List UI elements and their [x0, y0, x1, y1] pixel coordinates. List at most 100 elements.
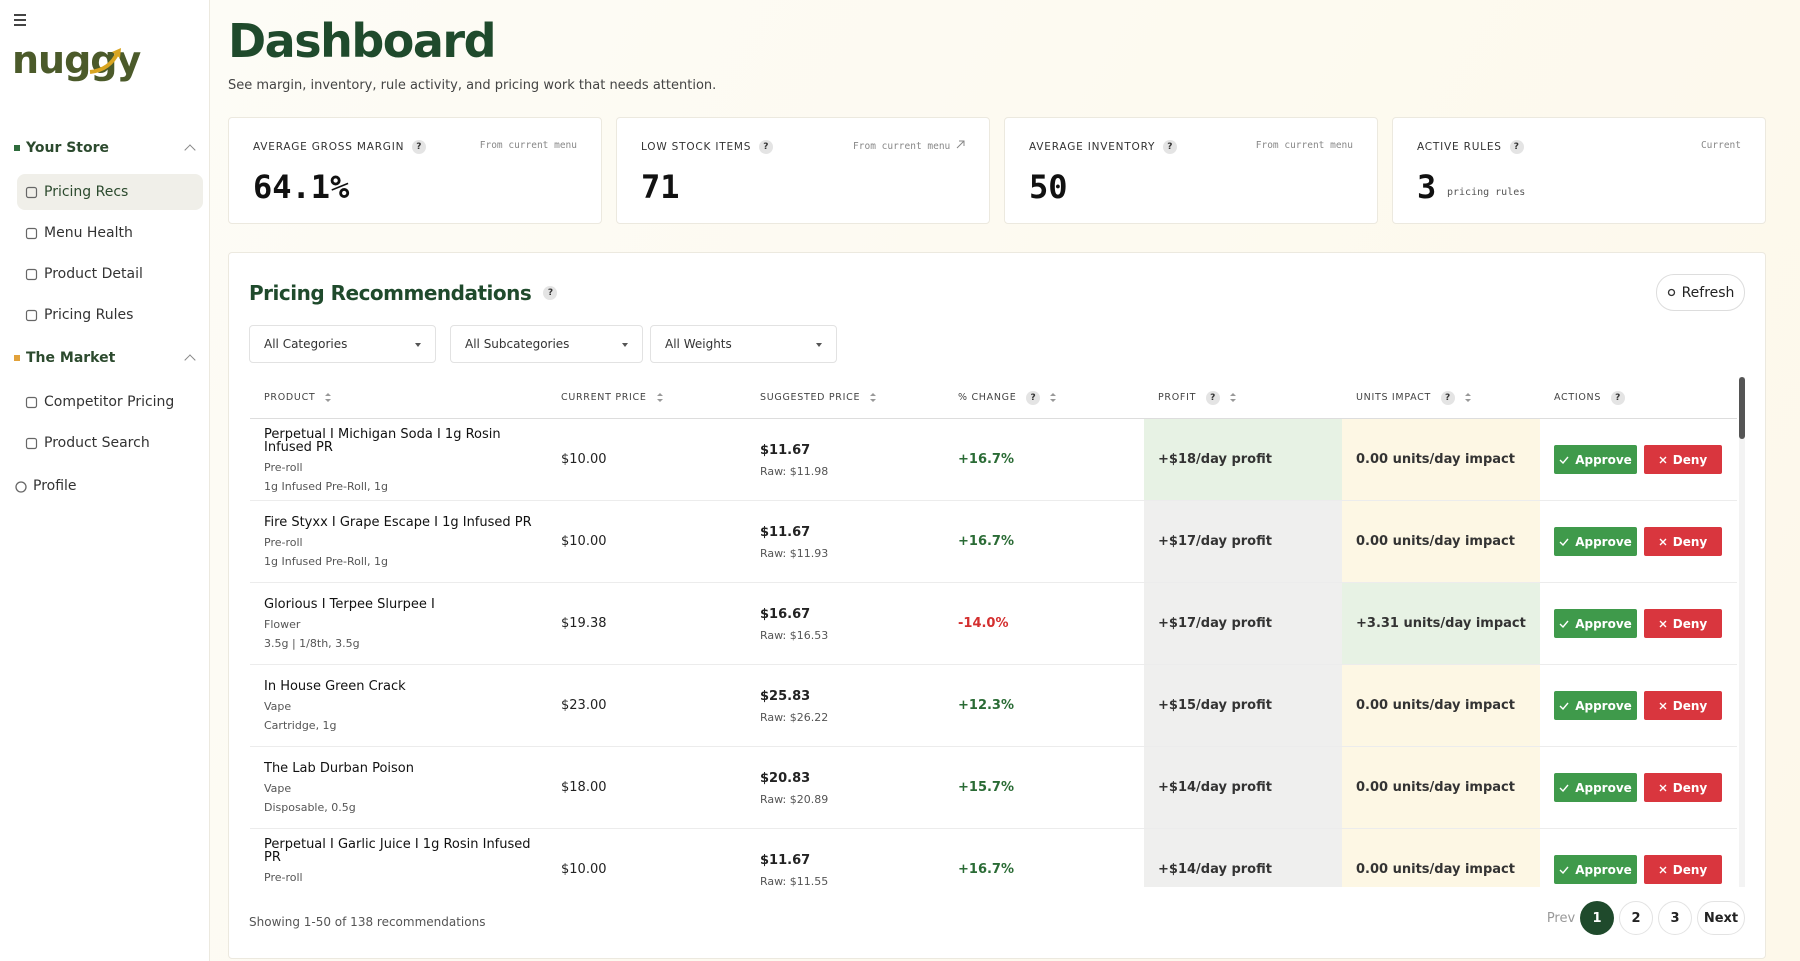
- column-header[interactable]: PRODUCT: [250, 377, 547, 418]
- product-detail: 1g Infused Pre-Roll, 1g: [264, 555, 388, 568]
- suggested-price-cell: $25.83 Raw: $26.22: [746, 665, 944, 746]
- check-icon: [1559, 702, 1569, 710]
- table-header: PRODUCT CURRENT PRICE SUGGESTED PRICE % CHA…: [250, 377, 1737, 419]
- approve-button[interactable]: Approve: [1554, 773, 1637, 802]
- product-cell: Perpetual I Michigan Soda I 1g Rosin Inf…: [250, 419, 547, 500]
- deny-button[interactable]: Deny: [1644, 527, 1722, 556]
- column-header[interactable]: % CHANGE?: [944, 377, 1144, 418]
- nav-item[interactable]: Product Detail: [17, 256, 203, 292]
- section-title: Your Store: [26, 140, 110, 156]
- check-icon: [1559, 866, 1569, 874]
- table-row: Fire Styxx I Grape Escape I 1g Infused P…: [250, 501, 1737, 583]
- nav-item[interactable]: Profile: [6, 468, 192, 504]
- deny-button[interactable]: Deny: [1644, 691, 1722, 720]
- sort-icon[interactable]: [870, 393, 877, 402]
- help-icon[interactable]: ?: [543, 286, 558, 300]
- logo[interactable]: nuggy: [12, 38, 141, 82]
- check-icon: [1559, 784, 1569, 792]
- product-detail: 1g Infused Pre-Roll, 1g: [264, 479, 388, 493]
- percent-change: +16.7%: [958, 862, 1014, 877]
- filter-dropdown[interactable]: All Weights: [650, 325, 837, 363]
- column-label: PROFIT: [1158, 392, 1197, 403]
- sort-icon[interactable]: [656, 393, 663, 402]
- deny-label: Deny: [1672, 862, 1708, 877]
- nav-item[interactable]: Competitor Pricing: [17, 384, 203, 420]
- sort-icon[interactable]: [1050, 393, 1057, 402]
- column-label: PRODUCT: [264, 392, 316, 403]
- help-icon[interactable]: ?: [1611, 390, 1626, 405]
- help-icon[interactable]: ?: [1163, 140, 1178, 154]
- help-icon[interactable]: ?: [1441, 390, 1456, 405]
- column-label: CURRENT PRICE: [561, 392, 647, 403]
- page-button[interactable]: 2: [1619, 901, 1653, 935]
- page-button[interactable]: 3: [1658, 901, 1692, 935]
- change-cell: +12.3%: [944, 665, 1144, 746]
- page-button[interactable]: 1: [1580, 901, 1614, 935]
- sort-icon[interactable]: [1230, 393, 1237, 402]
- deny-button[interactable]: Deny: [1644, 855, 1722, 884]
- approve-button[interactable]: Approve: [1554, 527, 1637, 556]
- link-icon[interactable]: [956, 140, 965, 149]
- profit: +$14/day profit: [1158, 862, 1272, 877]
- menu-toggle[interactable]: [14, 14, 26, 29]
- recommendations-panel: Pricing Recommendations? Refresh All Cat…: [228, 252, 1766, 959]
- approve-button[interactable]: Approve: [1554, 855, 1637, 884]
- approve-button[interactable]: Approve: [1554, 691, 1637, 720]
- card-label: LOW STOCK ITEMS: [641, 141, 752, 153]
- actions-cell: Approve Deny: [1540, 829, 1737, 887]
- sort-icon[interactable]: [325, 393, 332, 402]
- help-icon[interactable]: ?: [1206, 390, 1221, 405]
- units-impact: 0.00 units/day impact: [1356, 698, 1515, 713]
- column-label: ACTIONS: [1554, 392, 1602, 403]
- card-label-row: AVERAGE INVENTORY?: [1029, 140, 1178, 154]
- units-cell: +3.31 units/day impact: [1342, 583, 1540, 664]
- current-price-cell: $18.00: [547, 747, 746, 828]
- help-icon[interactable]: ?: [1026, 390, 1041, 405]
- logo-arrow: [89, 48, 121, 74]
- units-cell: 0.00 units/day impact: [1342, 747, 1540, 828]
- deny-button[interactable]: Deny: [1644, 773, 1722, 802]
- approve-button[interactable]: Approve: [1554, 445, 1637, 474]
- deny-button[interactable]: Deny: [1644, 609, 1722, 638]
- nav-icon: [25, 186, 38, 199]
- nav-section[interactable]: Your Store: [14, 140, 196, 156]
- page-button[interactable]: Prev: [1546, 910, 1576, 926]
- help-icon[interactable]: ?: [1509, 140, 1524, 154]
- nav-label: Profile: [33, 478, 77, 494]
- nav-item[interactable]: Menu Health: [17, 215, 203, 251]
- approve-button[interactable]: Approve: [1554, 609, 1637, 638]
- card-label: ACTIVE RULES: [1417, 141, 1502, 153]
- percent-change: +16.7%: [958, 452, 1014, 467]
- column-header[interactable]: SUGGESTED PRICE: [746, 377, 944, 418]
- deny-button[interactable]: Deny: [1644, 445, 1722, 474]
- check-icon: [1559, 456, 1569, 464]
- refresh-button[interactable]: Refresh: [1656, 274, 1745, 311]
- nav-item[interactable]: Pricing Rules: [17, 297, 203, 333]
- product-name: In House Green Crack: [264, 679, 406, 694]
- help-icon[interactable]: ?: [759, 140, 774, 154]
- column-header[interactable]: UNITS IMPACT?: [1342, 377, 1540, 418]
- help-icon[interactable]: ?: [412, 140, 427, 154]
- profit: +$15/day profit: [1158, 698, 1272, 713]
- current-price: $10.00: [561, 862, 607, 877]
- product-category: Vape: [264, 782, 292, 795]
- panel-title: Pricing Recommendations: [249, 281, 532, 305]
- x-icon: [1659, 456, 1667, 463]
- filter-dropdown[interactable]: All Categories: [249, 325, 436, 363]
- nav-item[interactable]: Pricing Recs: [17, 174, 203, 210]
- sort-icon[interactable]: [1465, 393, 1472, 402]
- scrollbar[interactable]: [1739, 377, 1745, 887]
- stat-card: AVERAGE GROSS MARGIN? From current menu 64…: [228, 117, 602, 224]
- column-header[interactable]: PROFIT?: [1144, 377, 1342, 418]
- suggested-price-cell: $11.67 Raw: $11.98: [746, 419, 944, 500]
- column-header[interactable]: CURRENT PRICE: [547, 377, 746, 418]
- suggested-price-cell: $11.67 Raw: $11.55: [746, 829, 944, 887]
- table-body: Perpetual I Michigan Soda I 1g Rosin Inf…: [250, 419, 1737, 887]
- filter-dropdown[interactable]: All Subcategories: [450, 325, 643, 363]
- table-row: Glorious I Terpee Slurpee I Flower 3.5g | …: [250, 583, 1737, 665]
- nav-item[interactable]: Product Search: [17, 425, 203, 461]
- page-button[interactable]: Next: [1697, 901, 1745, 935]
- card-note-text: From current menu: [1255, 140, 1353, 151]
- nav-section[interactable]: The Market: [14, 350, 196, 366]
- raw-price: Raw: $20.89: [760, 792, 829, 806]
